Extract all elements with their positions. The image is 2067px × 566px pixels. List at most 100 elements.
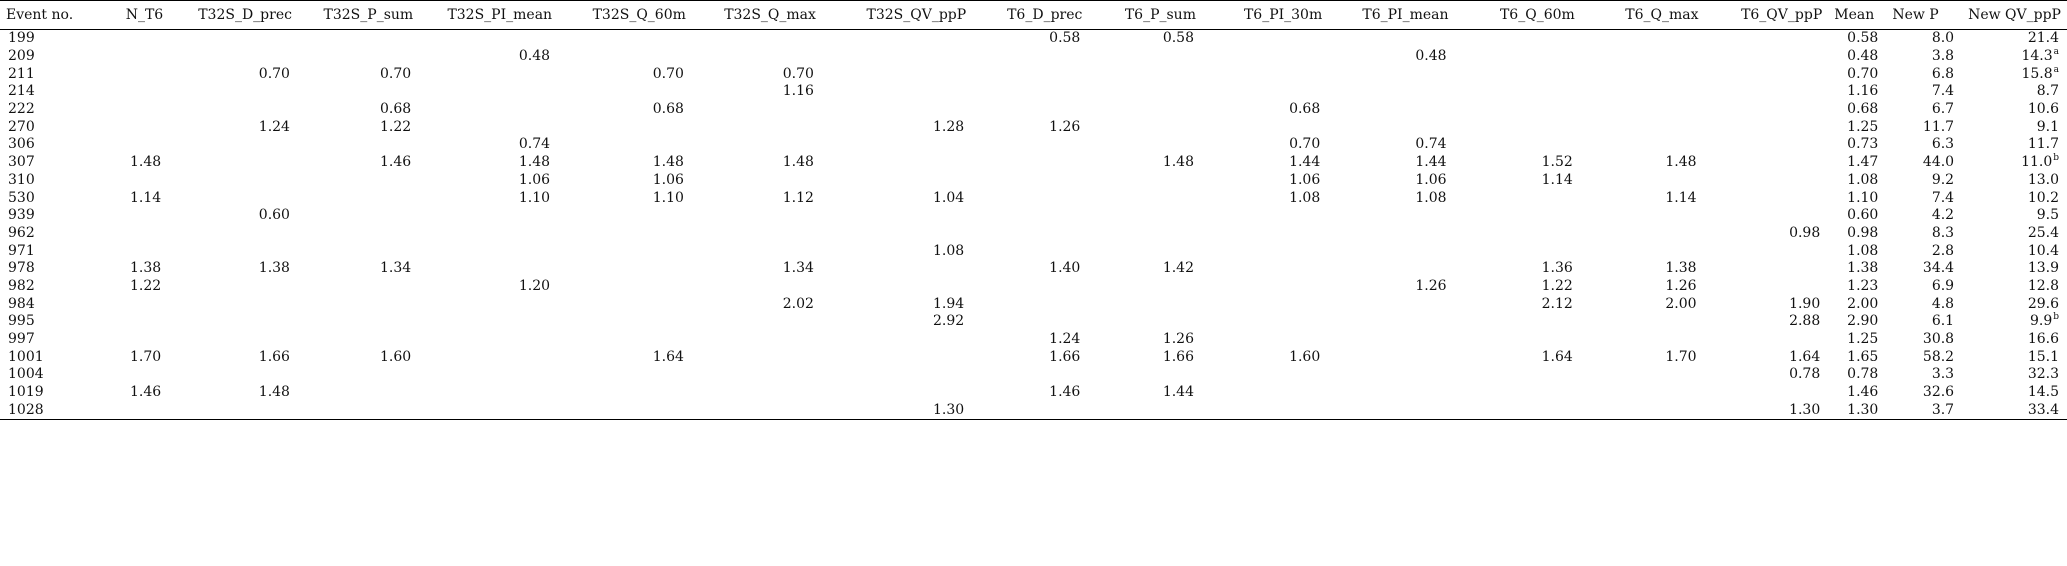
- column-header: T32S_Q_60m: [558, 0, 692, 30]
- table-cell: 58.2: [1886, 348, 1962, 366]
- table-cell: [1202, 295, 1328, 313]
- table-cell: [91, 30, 169, 48]
- table-row: 978 1.38 1.38 1.34 1.34 1.40 1.42 1.36 1.38 1.38 3…: [0, 260, 2067, 278]
- table-cell: [91, 207, 169, 225]
- table-cell: [169, 331, 298, 349]
- table-cell: [558, 30, 692, 48]
- table-cell: [972, 189, 1088, 207]
- cell-value: 0.68: [1289, 101, 1321, 118]
- table-cell: [558, 331, 692, 349]
- table-cell: [419, 260, 558, 278]
- cell-value: 1001: [8, 348, 44, 365]
- table-cell: 0.68: [1828, 101, 1886, 119]
- event-number-cell: 1019: [0, 384, 91, 402]
- table-cell: [1088, 225, 1202, 243]
- table-cell: 1.38: [1828, 260, 1886, 278]
- table-cell: [1328, 118, 1454, 136]
- table-cell: [169, 225, 298, 243]
- cell-value: 307: [8, 154, 35, 171]
- cell-value: 0.73: [1847, 136, 1879, 153]
- table-cell: [91, 136, 169, 154]
- table-cell: [558, 295, 692, 313]
- table-cell: [1455, 207, 1581, 225]
- table-cell: [972, 65, 1088, 83]
- table-cell: 29.6: [1962, 295, 2067, 313]
- table-cell: [1581, 101, 1705, 119]
- table-cell: [1455, 83, 1581, 101]
- table-cell: [1202, 242, 1328, 260]
- table-cell: [1705, 48, 1829, 66]
- table-cell: 1.64: [1455, 348, 1581, 366]
- cell-value: 21.4: [2027, 30, 2059, 47]
- column-header: T6_Q_60m: [1454, 0, 1581, 30]
- table-cell: 1.46: [298, 154, 419, 172]
- table-cell: 0.74: [419, 136, 558, 154]
- table-cell: [419, 118, 558, 136]
- table-cell: 2.90: [1828, 313, 1886, 331]
- table-cell: 13.0: [1962, 172, 2067, 190]
- cell-value: 0.68: [380, 101, 412, 118]
- table-cell: 0.48: [419, 48, 558, 66]
- cell-value: 2.90: [1847, 313, 1879, 330]
- column-header: Event no.: [0, 0, 91, 30]
- table-cell: [1328, 384, 1454, 402]
- table-cell: [298, 30, 419, 48]
- cell-value: 16.6: [2027, 331, 2059, 348]
- table-cell: [822, 172, 972, 190]
- table-cell: 1.46: [1828, 384, 1886, 402]
- table-cell: 0.98: [1705, 225, 1829, 243]
- event-number-cell: 222: [0, 101, 91, 119]
- table-cell: 1.64: [1705, 348, 1829, 366]
- cell-value: 1.66: [258, 348, 290, 365]
- table-cell: [1581, 30, 1705, 48]
- table-cell: [822, 154, 972, 172]
- table-cell: [297, 401, 420, 421]
- cell-value: 2.8: [1931, 242, 1955, 259]
- table-row: 310 1.06 1.06 1.06 1.06 1.14 1.08 9.2 13.0: [0, 172, 2067, 190]
- table-cell: 25.4: [1962, 225, 2067, 243]
- cell-value: 2.00: [1665, 295, 1697, 312]
- table-cell: 2.8: [1886, 242, 1962, 260]
- table-cell: 1.46: [91, 384, 169, 402]
- table-cell: 1.46: [972, 384, 1088, 402]
- table-cell: [169, 189, 298, 207]
- table-cell: [419, 401, 559, 421]
- table-cell: 1.25: [1828, 118, 1886, 136]
- cell-value: 1.24: [258, 118, 290, 135]
- table-cell: 3.8: [1886, 48, 1962, 66]
- table-cell: [822, 331, 972, 349]
- table-cell: 1.06: [1202, 172, 1328, 190]
- table-cell: 1.48: [1088, 154, 1202, 172]
- table-cell: [1202, 260, 1328, 278]
- table-cell: [298, 384, 419, 402]
- cell-value: 1.08: [1847, 171, 1879, 188]
- table-cell: 0.68: [298, 101, 419, 119]
- cell-value: 34.4: [1922, 260, 1955, 277]
- table-cell: [169, 83, 298, 101]
- cell-value: 1.44: [1415, 154, 1447, 171]
- cell-value: 971: [8, 242, 35, 259]
- table-cell: [1202, 313, 1328, 331]
- cell-value: 1.48: [1665, 154, 1697, 171]
- table-cell: 0.58: [1088, 30, 1202, 48]
- table-cell: 0.48: [1328, 48, 1454, 66]
- table-cell: 1.16: [1828, 83, 1886, 101]
- cell-value: 1.46: [130, 384, 162, 401]
- column-header: T32S_QV_ppP: [821, 0, 973, 30]
- table-cell: [169, 295, 298, 313]
- table-cell: [90, 401, 170, 421]
- table-cell: [298, 48, 419, 66]
- table-cell: 8.0: [1886, 30, 1962, 48]
- table-cell: [1328, 101, 1454, 119]
- table-cell: 2.00: [1828, 295, 1886, 313]
- table-cell: [1202, 331, 1328, 349]
- table-cell: [972, 278, 1088, 296]
- table-cell: [419, 295, 558, 313]
- table-cell: 1.52: [1455, 154, 1581, 172]
- table-cell: 12.8: [1962, 278, 2067, 296]
- table-cell: [692, 30, 822, 48]
- table-cell: 1.14: [1581, 189, 1705, 207]
- table-cell: [1455, 225, 1581, 243]
- cell-value: 209: [8, 48, 35, 65]
- event-number-cell: 971: [0, 242, 91, 260]
